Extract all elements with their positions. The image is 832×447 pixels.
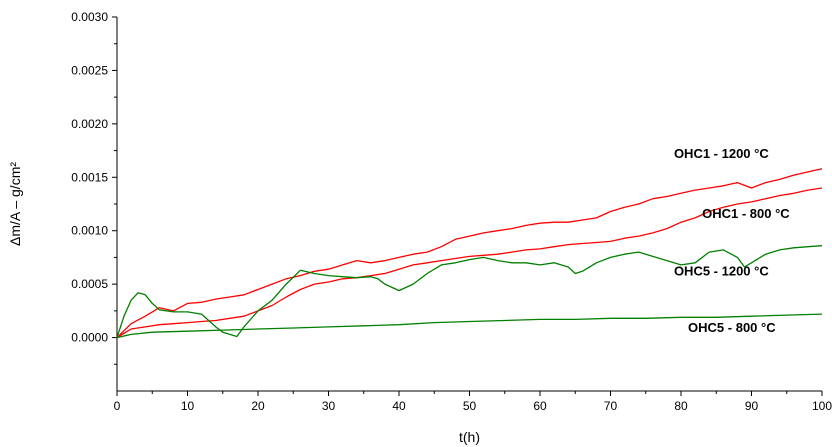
y-tick-label: 0.0025 — [71, 63, 108, 77]
series-line-3 — [116, 245, 823, 338]
series — [116, 168, 823, 339]
x-tick-label: 40 — [392, 399, 406, 413]
series-annotation: OHC1 - 800 °C — [702, 206, 790, 221]
x-tick-label: 80 — [674, 399, 688, 413]
y-tick-label: 0.0015 — [71, 170, 108, 184]
series-line-2 — [116, 187, 823, 339]
y-axis-title: Δm/A – g/cm² — [7, 162, 23, 246]
series-annotation: OHC1 - 1200 °C — [674, 146, 769, 161]
x-tick-label: 70 — [604, 399, 618, 413]
annotations: OHC1 - 1200 °C OHC1 - 800 °C OHC5 - 1200 °… — [674, 146, 790, 335]
y-tick-label: 0.0020 — [71, 117, 108, 131]
x-tick-label: 60 — [533, 399, 547, 413]
series-annotation: OHC5 - 800 °C — [688, 320, 776, 335]
x-tick-label: 50 — [463, 399, 477, 413]
x-tick-label: 100 — [812, 399, 832, 413]
series-line-1 — [116, 168, 823, 339]
series-annotation: OHC5 - 1200 °C — [674, 264, 769, 279]
y-tick-label: 0.0000 — [71, 331, 108, 345]
x-tick-label: 30 — [322, 399, 336, 413]
x-tick-label: 0 — [114, 399, 121, 413]
x-tick-label: 20 — [251, 399, 265, 413]
x-axis-title: t(h) — [459, 429, 480, 445]
x-tick-label: 90 — [745, 399, 759, 413]
series-line-4 — [116, 313, 823, 339]
y-tick-label: 0.0010 — [71, 224, 108, 238]
x-tick-label: 10 — [181, 399, 195, 413]
y-tick-label: 0.0030 — [71, 10, 108, 24]
y-tick-label: 0.0005 — [71, 277, 108, 291]
ticks: 0 10 20 30 40 50 60 70 80 90 100 0.0000 0.0005 0.0010… — [71, 10, 832, 413]
